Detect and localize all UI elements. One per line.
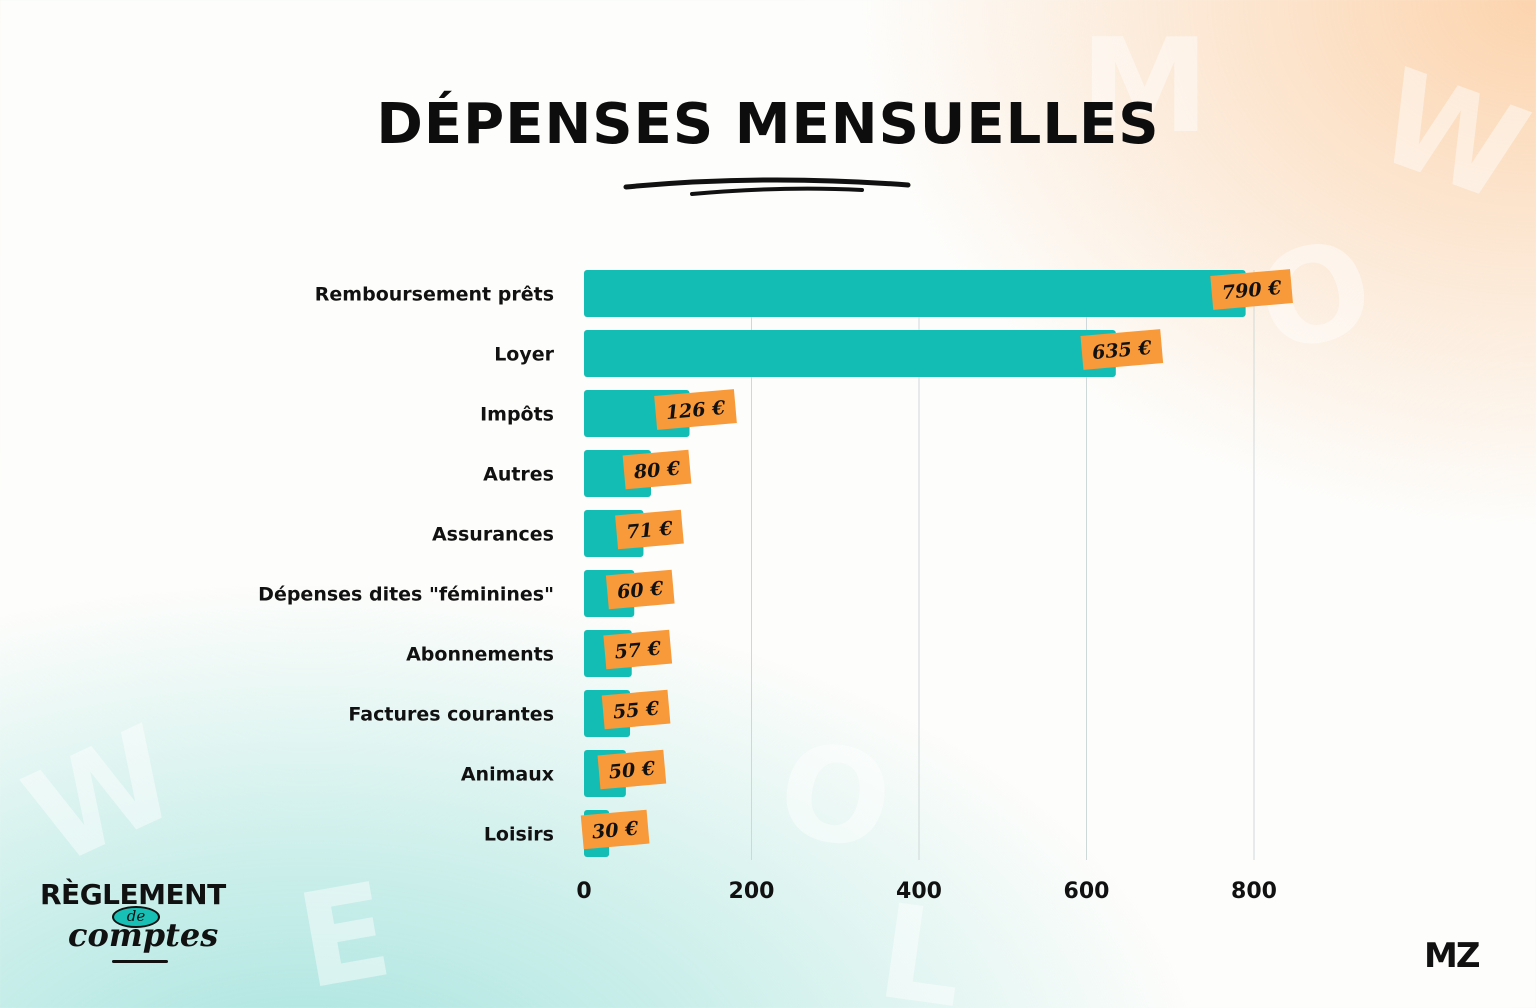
category-label: Dépenses dites "féminines" <box>258 584 554 606</box>
value-label-text: 57 € <box>614 637 663 663</box>
value-label-text: 30 € <box>591 817 640 843</box>
logo-line-2: de <box>112 906 160 928</box>
value-label-text: 80 € <box>632 457 682 483</box>
value-label: 55 € <box>601 689 671 730</box>
category-label: Autres <box>483 464 554 486</box>
page-title: DÉPENSES MENSUELLES <box>376 92 1160 157</box>
value-label-bg <box>605 569 675 610</box>
value-label-bg <box>601 689 671 730</box>
reglement-de-comptes-logo: RÈGLEMENT comptes de <box>40 878 240 970</box>
value-label-bg <box>1210 269 1293 310</box>
value-label-bg <box>615 509 684 550</box>
bar <box>584 330 1116 377</box>
category-label: Assurances <box>432 524 554 546</box>
chart-x-ticks: 0 200 400 600 800 <box>576 879 1277 904</box>
value-label: 71 € <box>615 509 684 550</box>
category-label: Remboursement prêts <box>315 284 554 306</box>
chart-value-labels: 790 € 635 € 126 € 80 € 71 € 60 € 57 € 55 € 50 € 3… <box>580 269 1293 850</box>
value-label-text: 60 € <box>616 577 665 603</box>
x-tick-label: 200 <box>729 879 775 904</box>
value-label: 30 € <box>580 809 650 850</box>
category-label: Loisirs <box>484 824 554 846</box>
value-label: 50 € <box>597 749 667 790</box>
value-label-bg <box>622 449 692 490</box>
value-label-bg <box>654 389 737 430</box>
value-label: 126 € <box>654 389 737 430</box>
value-label: 635 € <box>1080 329 1164 370</box>
category-label: Impôts <box>480 404 554 426</box>
x-tick-label: 800 <box>1231 879 1277 904</box>
value-label-bg <box>603 629 673 670</box>
bar <box>584 270 1246 317</box>
value-label: 60 € <box>605 569 675 610</box>
category-label: Loyer <box>494 344 554 366</box>
title-underline-icon <box>623 177 911 196</box>
value-label-text: 126 € <box>665 397 727 424</box>
value-label-text: 71 € <box>626 517 675 543</box>
value-label-bg <box>597 749 667 790</box>
brand-logo: MZ <box>1424 936 1480 976</box>
x-tick-label: 600 <box>1064 879 1110 904</box>
x-tick-label: 0 <box>576 879 591 904</box>
value-label-text: 50 € <box>608 757 657 783</box>
value-label-bg <box>1080 329 1164 370</box>
category-label: Abonnements <box>406 644 554 666</box>
logo-underline <box>112 960 168 963</box>
value-label-bg <box>580 809 650 850</box>
value-label-text: 635 € <box>1091 337 1153 364</box>
value-label: 57 € <box>603 629 673 670</box>
value-label: 790 € <box>1210 269 1293 310</box>
value-label-text: 790 € <box>1221 277 1283 304</box>
x-tick-label: 400 <box>896 879 942 904</box>
value-label-text: 55 € <box>612 697 661 723</box>
category-label: Animaux <box>461 764 554 786</box>
chart-category-labels: Remboursement prêts Loyer Impôts Autres Assu… <box>258 284 554 846</box>
category-label: Factures courantes <box>348 704 554 726</box>
value-label: 80 € <box>622 449 692 490</box>
